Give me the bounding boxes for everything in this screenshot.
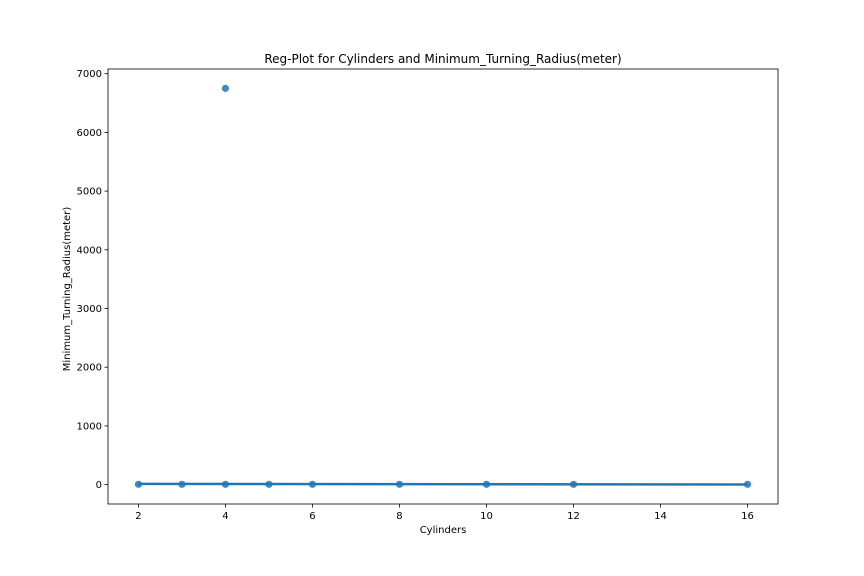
x-axis-label: Cylinders: [420, 525, 467, 536]
data-point: [221, 480, 230, 488]
y-axis-label: Minimum_Turning_Radius(meter): [62, 207, 73, 372]
plot-area: [107, 68, 779, 505]
data-point: [308, 480, 317, 488]
y-tick-label: 0: [96, 480, 102, 491]
y-tick-label: 3000: [77, 304, 102, 315]
data-point: [178, 480, 186, 488]
data-point: [221, 84, 230, 92]
x-tick-label: 2: [135, 511, 141, 522]
y-tick-label: 2000: [77, 363, 102, 374]
x-tick-label: 14: [654, 511, 667, 522]
x-tick-label: 6: [309, 511, 315, 522]
y-tick-label: 1000: [77, 421, 102, 432]
data-point: [134, 480, 143, 488]
y-tick-label: 6000: [77, 128, 102, 139]
x-tick-label: 8: [396, 511, 402, 522]
axes-frame: [107, 68, 779, 505]
x-axis-ticks: 2 4 6 8 10 12 14 16: [135, 504, 754, 522]
x-tick-label: 12: [567, 511, 580, 522]
data-point: [395, 480, 404, 488]
regression-line: [138, 482, 748, 486]
y-tick-label: 7000: [77, 69, 102, 80]
x-tick-label: 10: [480, 511, 493, 522]
x-tick-label: 16: [741, 511, 754, 522]
data-point: [482, 480, 491, 488]
data-point: [265, 480, 273, 488]
chart-title: Reg-Plot for Cylinders and Minimum_Turni…: [264, 52, 621, 66]
x-tick-label: 4: [222, 511, 228, 522]
y-tick-label: 4000: [77, 245, 102, 256]
y-tick-label: 5000: [77, 187, 102, 198]
data-point: [743, 480, 752, 488]
y-axis-ticks: 0 1000 2000 3000 4000 5000 6000 7000: [77, 69, 108, 491]
data-point: [569, 480, 578, 488]
